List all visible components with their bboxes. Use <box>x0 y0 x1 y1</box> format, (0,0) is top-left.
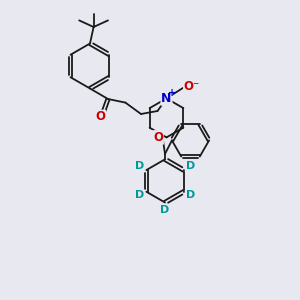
Text: O⁻: O⁻ <box>184 80 200 93</box>
Text: D: D <box>135 190 144 200</box>
Text: D: D <box>186 161 195 171</box>
Text: D: D <box>186 190 195 200</box>
Text: O: O <box>95 110 105 124</box>
Text: N: N <box>161 92 172 105</box>
Text: D: D <box>160 205 169 215</box>
Text: D: D <box>135 161 144 171</box>
Text: +: + <box>168 88 177 98</box>
Text: O: O <box>153 131 163 144</box>
